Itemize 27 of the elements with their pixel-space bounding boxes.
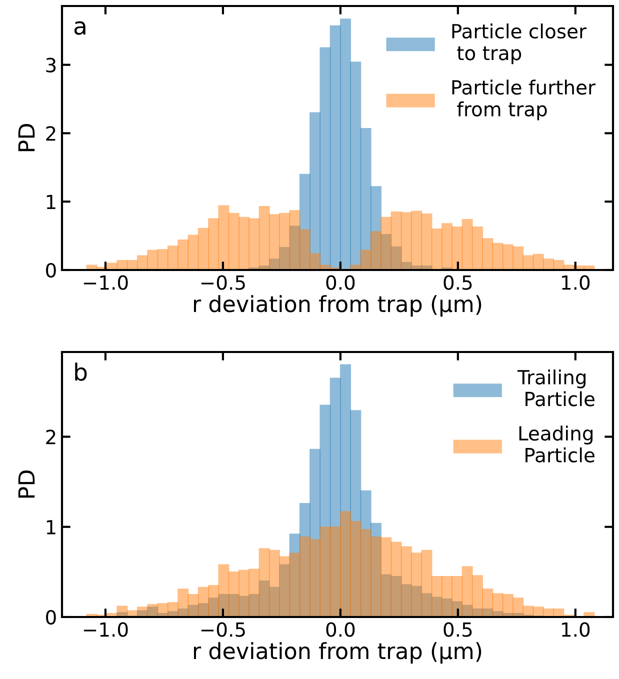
legend-label: Leading Particle	[519, 426, 594, 462]
y-axis-title: PD	[18, 124, 35, 152]
legend-label: Particle closer to trap	[452, 24, 587, 64]
x-tick-label: 0.5	[444, 275, 472, 290]
x-tick-label: 1.0	[562, 622, 590, 637]
annotation: b	[75, 362, 87, 381]
x-tick-label: 1.0	[562, 275, 590, 290]
x-tick-label: 0.0	[326, 622, 355, 637]
annotation: a	[74, 21, 86, 35]
legend-label: Particle further from trap	[452, 80, 596, 120]
y-tick-label: 0	[46, 610, 56, 625]
y-tick-label: 3	[46, 58, 56, 72]
y-tick-label: 2	[46, 126, 56, 141]
legend-label: Trailing Particle	[517, 370, 594, 406]
y-tick-label: 0	[46, 262, 56, 278]
x-tick-label: 0.0	[326, 275, 355, 290]
x-tick-label: −1.0	[84, 275, 128, 290]
x-tick-label: 0.5	[444, 622, 472, 637]
x-tick-label: −1.0	[84, 622, 128, 637]
x-axis-title: r deviation from trap (µm)	[194, 295, 482, 317]
y-tick-label: 1	[46, 520, 56, 534]
y-tick-label: 1	[46, 194, 56, 209]
x-tick-label: −0.5	[201, 622, 245, 637]
x-tick-label: −0.5	[201, 275, 245, 290]
x-axis-title: r deviation from trap (µm)	[194, 642, 482, 664]
y-axis-title: PD	[18, 470, 35, 498]
y-tick-label: 2	[46, 430, 56, 444]
